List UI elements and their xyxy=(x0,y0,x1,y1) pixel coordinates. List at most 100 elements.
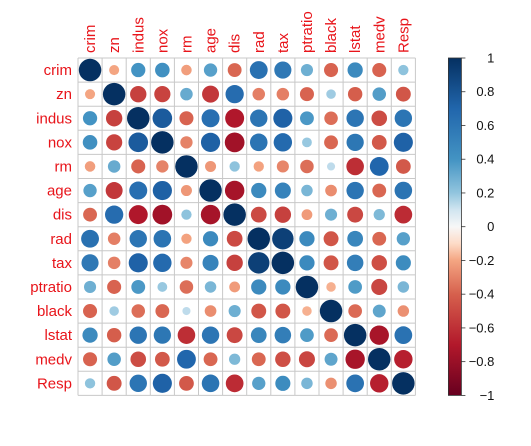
corr-circle-indus-crim xyxy=(82,111,98,126)
corr-circle-ptratio-lstat xyxy=(348,280,362,294)
corr-circle-dis-tax xyxy=(274,206,292,223)
column-label-tax: tax xyxy=(275,32,292,53)
corr-circle-indus-dis xyxy=(225,108,245,128)
corr-circle-rm-black xyxy=(326,162,336,171)
corr-circle-zn-rad xyxy=(252,87,266,101)
column-label-indus: indus xyxy=(130,17,147,53)
row-label-tax: tax xyxy=(52,255,73,272)
corr-circle-medv-tax xyxy=(275,351,291,367)
colorbar-tick-label: 0.8 xyxy=(476,84,494,99)
column-labels: crim zn indus nox rm age dis rad tax ptratio black… xyxy=(82,11,412,53)
corr-circle-rad-tax xyxy=(272,228,294,250)
corr-circle-lstat-indus xyxy=(129,326,147,344)
corr-circle-indus-age xyxy=(201,109,220,128)
corr-circle-indus-medv xyxy=(371,110,388,127)
corr-circle-Resp-Resp xyxy=(392,372,415,395)
grid xyxy=(77,57,416,396)
corr-circle-age-rm xyxy=(180,185,192,197)
corr-circle-lstat-black xyxy=(324,328,338,342)
corr-circle-Resp-tax xyxy=(275,375,291,391)
corr-circle-lstat-dis xyxy=(226,327,243,344)
corr-circle-medv-ptratio xyxy=(298,351,315,368)
corr-circle-Resp-rad xyxy=(252,376,266,391)
corr-circle-lstat-crim xyxy=(82,327,98,343)
corr-circle-crim-black xyxy=(324,63,339,78)
corr-circle-medv-black xyxy=(324,352,338,366)
corr-circle-Resp-black xyxy=(325,377,337,390)
corr-circle-Resp-age xyxy=(201,374,220,393)
corr-circle-black-nox xyxy=(155,304,170,318)
corr-circle-dis-dis xyxy=(223,203,246,226)
colorbar-tick-label: 0 xyxy=(487,219,494,234)
corr-circle-age-rad xyxy=(251,182,267,199)
corr-circle-zn-nox xyxy=(154,86,171,103)
corr-circle-dis-rad xyxy=(250,206,267,223)
corr-circle-zn-rm xyxy=(180,87,193,101)
corr-circle-age-Resp xyxy=(394,181,413,200)
corr-circle-age-age xyxy=(199,179,222,202)
corr-circle-nox-black xyxy=(324,135,338,150)
column-label-medv: medv xyxy=(371,16,388,53)
corr-circle-Resp-dis xyxy=(225,374,244,393)
corr-circle-nox-ptratio xyxy=(302,137,312,148)
corr-circle-dis-lstat xyxy=(347,206,364,223)
corr-circle-indus-zn xyxy=(105,110,123,127)
corr-circle-crim-rad xyxy=(249,61,268,79)
column-label-dis: dis xyxy=(227,34,244,53)
corr-circle-crim-dis xyxy=(227,63,242,77)
corr-circle-age-medv xyxy=(372,183,387,198)
corr-circle-dis-nox xyxy=(152,204,173,225)
corr-circle-Resp-medv xyxy=(370,374,389,393)
corr-circle-rm-zn xyxy=(107,160,121,173)
corr-circle-black-Resp xyxy=(397,305,410,317)
colorbar-tick-label: 0.4 xyxy=(476,152,494,167)
corr-circle-indus-indus xyxy=(127,107,150,130)
corr-circle-zn-Resp xyxy=(395,86,411,102)
corr-circle-rm-nox xyxy=(156,160,169,173)
corr-circle-crim-zn xyxy=(109,65,120,76)
corr-circle-zn-medv xyxy=(372,87,386,101)
corr-circle-ptratio-medv xyxy=(371,278,388,295)
corr-circle-lstat-rm xyxy=(177,326,196,344)
corr-circle-age-zn xyxy=(105,182,123,200)
corr-circle-lstat-nox xyxy=(153,326,171,344)
column-label-crim: crim xyxy=(82,25,99,53)
colorbar-gradient xyxy=(447,57,462,396)
column-label-rm: rm xyxy=(178,36,195,54)
corr-circle-tax-indus xyxy=(128,253,148,273)
corr-circle-black-indus xyxy=(131,304,145,318)
corr-circle-ptratio-tax xyxy=(275,279,291,295)
corr-circle-tax-nox xyxy=(153,253,172,273)
corr-circle-rm-rad xyxy=(253,161,264,172)
corr-circle-medv-Resp xyxy=(394,350,413,369)
corr-circle-dis-zn xyxy=(105,205,124,224)
corr-circle-crim-indus xyxy=(131,62,146,78)
corr-circle-indus-black xyxy=(324,111,338,125)
corr-circle-ptratio-Resp xyxy=(397,281,410,293)
row-label-dis: dis xyxy=(53,207,72,224)
corr-circle-rm-ptratio xyxy=(300,159,314,174)
corr-circle-black-lstat xyxy=(348,304,362,318)
corr-circle-tax-zn xyxy=(107,256,121,270)
corr-circle-indus-rad xyxy=(250,109,268,127)
corr-circle-medv-indus xyxy=(130,351,147,368)
corr-circle-indus-Resp xyxy=(394,109,413,127)
corr-circle-black-zn xyxy=(109,306,119,316)
corr-circle-ptratio-crim xyxy=(83,280,97,294)
row-label-indus: indus xyxy=(36,110,72,127)
corr-circle-zn-indus xyxy=(130,85,147,103)
corr-circle-ptratio-black xyxy=(326,282,336,292)
corr-circle-zn-black xyxy=(326,89,336,99)
corr-circle-age-indus xyxy=(129,181,148,200)
corr-circle-indus-nox xyxy=(152,108,173,129)
corr-circle-rad-indus xyxy=(129,230,147,248)
corr-circle-zn-lstat xyxy=(347,86,363,102)
corr-circle-age-tax xyxy=(274,182,291,199)
column-label-black: black xyxy=(323,17,340,53)
corr-circle-dis-age xyxy=(200,204,221,225)
corr-circle-dis-black xyxy=(324,208,338,221)
corr-circle-crim-crim xyxy=(78,58,102,82)
corr-circle-dis-Resp xyxy=(394,205,413,224)
column-label-ptratio: ptratio xyxy=(299,11,316,53)
